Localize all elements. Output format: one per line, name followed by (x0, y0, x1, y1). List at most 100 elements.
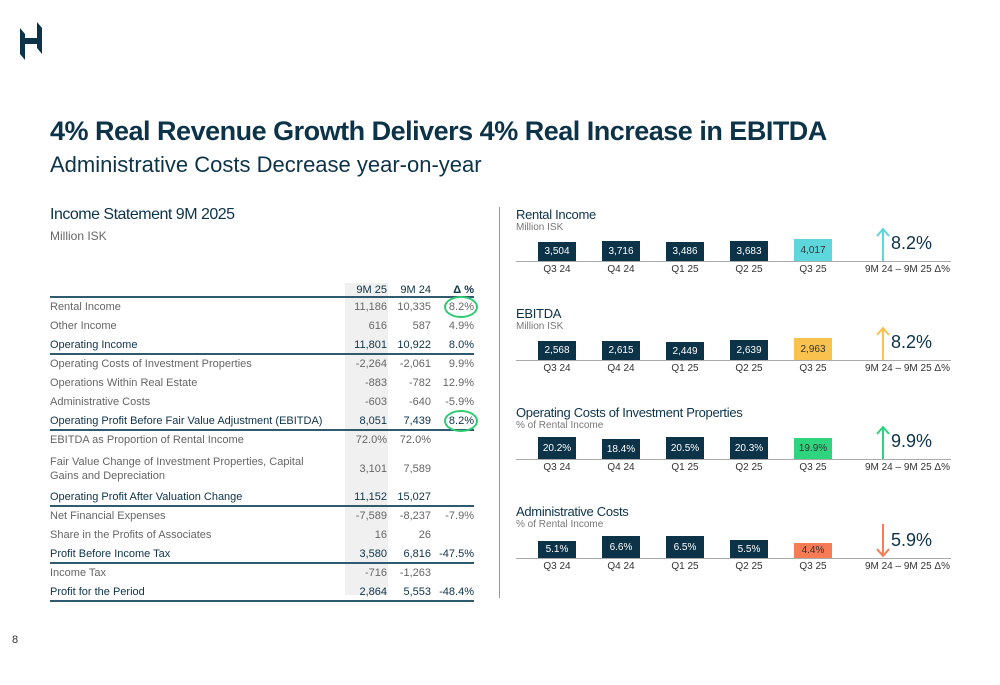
table-row: Net Financial Expenses -7,589 -8,237 -7.… (50, 507, 474, 526)
table-row: Income Tax -716 -1,263 (50, 564, 474, 583)
chart-unit: Million ISK (516, 222, 564, 233)
delta-text: 4.9% (448, 320, 474, 332)
category-label: Q3 24 (543, 264, 571, 275)
company-logo (20, 22, 42, 60)
income-statement-title: Income Statement 9M 2025 (50, 206, 235, 223)
delta-value: 9.9% (891, 431, 933, 451)
value-9m25: 8,051 (359, 414, 387, 427)
highlight-circle (444, 296, 478, 318)
delta-text: 9.9% (448, 358, 474, 370)
category-label: Q2 25 (735, 363, 763, 374)
table-row: Profit for the Period 2,864 5,553 -48.4% (50, 583, 474, 602)
value-9m25: 72.0% (355, 434, 387, 446)
delta-label: 9M 24 – 9M 25 Δ% (864, 462, 950, 473)
value-9m25: -716 (364, 567, 387, 579)
value-9m24: -640 (408, 396, 431, 408)
value-delta: 8.0% (431, 339, 474, 351)
bar-label: 2,568 (544, 345, 570, 356)
category-label: Q3 25 (799, 363, 827, 374)
bar-label: 20.5% (670, 442, 700, 454)
bar-label: 2,615 (608, 345, 634, 356)
chart-title: EBITDA (516, 306, 562, 321)
bar-label: 5.1% (545, 544, 569, 555)
value-9m25: 616 (368, 320, 387, 332)
page-number: 8 (12, 634, 19, 646)
bar: 2,568 (538, 341, 576, 360)
value-delta: 8.2% (431, 296, 478, 318)
value-delta: -7.9% (431, 510, 474, 522)
category-label: Q4 24 (607, 561, 635, 572)
row-label: Income Tax (50, 567, 107, 579)
bar: 18.4% (602, 439, 640, 459)
value-9m25: -603 (364, 396, 387, 408)
arrow-up-icon (876, 326, 890, 360)
category-label: Q1 25 (671, 561, 699, 572)
delta-value: 8.2% (891, 332, 933, 352)
bar: 19.9% (794, 438, 832, 459)
category-label: Q2 25 (735, 264, 763, 275)
bar: 4,017 (794, 239, 832, 261)
chart-baseline (516, 459, 951, 460)
category-label: Q3 25 (799, 561, 827, 572)
row-label: Operating Income (50, 338, 138, 351)
category-label: Q1 25 (671, 264, 699, 275)
kpi-bar-chart: Operating Costs of Investment Properties… (516, 405, 956, 495)
chart-title: Rental Income (516, 207, 596, 222)
value-9m24: 6,816 (403, 547, 431, 560)
row-label: Operating Costs of Investment Properties (50, 358, 252, 370)
table-header: 9M 25 9M 24 Δ % (50, 283, 474, 298)
category-label: Q3 24 (543, 561, 571, 572)
page-title: 4% Real Revenue Growth Delivers 4% Real … (50, 116, 827, 146)
delta-label: 9M 24 – 9M 25 Δ% (864, 363, 950, 374)
value-delta: -48.4% (431, 586, 474, 598)
value-9m24: 15,027 (397, 490, 431, 503)
delta-text: 12.9% (442, 377, 474, 389)
value-delta: 8.2% (431, 409, 478, 432)
value-9m25: -883 (364, 377, 387, 389)
category-label: Q3 24 (543, 363, 571, 374)
value-9m25: -2,264 (355, 358, 387, 370)
table-row: Profit Before Income Tax 3,580 6,816 -47… (50, 545, 474, 564)
table-row: Operating Costs of Investment Properties… (50, 355, 474, 374)
bar-label: 19.9% (798, 443, 828, 454)
bar-label: 20.3% (734, 442, 764, 454)
value-9m24: -1,263 (399, 567, 431, 579)
chart-unit: % of Rental Income (516, 519, 604, 530)
bar-label: 2,449 (672, 345, 698, 357)
delta-label: 9M 24 – 9M 25 Δ% (864, 264, 950, 275)
arrow-up-icon (876, 227, 890, 261)
value-9m25: 11,152 (354, 490, 387, 503)
chart-baseline (516, 261, 951, 262)
bar: 3,716 (602, 241, 640, 261)
row-label: Rental Income (50, 301, 121, 313)
arrow-up-icon (876, 425, 890, 459)
bar: 5.5% (730, 540, 768, 558)
table-row: Operating Profit After Valuation Change … (50, 488, 474, 507)
value-9m25: 3,580 (359, 547, 387, 560)
value-9m25: 16 (374, 529, 387, 541)
value-9m24: 5,553 (403, 585, 431, 598)
value-9m24: 7,439 (403, 414, 431, 427)
value-9m24: 587 (412, 320, 431, 332)
value-delta: 12.9% (431, 377, 474, 389)
chart-title: Operating Costs of Investment Properties (516, 405, 743, 420)
delta-text: 8.0% (448, 338, 474, 351)
value-9m24: -2,061 (399, 358, 431, 370)
value-9m24: 10,922 (397, 338, 431, 351)
section-divider (499, 207, 500, 598)
bar: 20.3% (730, 437, 768, 459)
value-9m24: 10,335 (397, 301, 431, 313)
bar: 2,639 (730, 340, 768, 360)
table-row: Operating Profit Before Fair Value Adjus… (50, 409, 478, 432)
delta-text: -7.9% (445, 510, 474, 522)
value-9m24: -782 (408, 377, 431, 389)
row-label: Profit for the Period (50, 585, 145, 598)
current-period-shading (345, 283, 388, 595)
kpi-bar-chart: Administrative Costs % of Rental Income … (516, 504, 956, 594)
bar: 5.1% (538, 541, 576, 558)
table-row: Other Income 616 587 4.9% (50, 317, 474, 336)
bar-label: 3,716 (608, 245, 634, 257)
income-statement-table: 9M 25 9M 24 Δ % Rental Income 11,186 10,… (50, 283, 478, 602)
bar: 2,449 (666, 342, 704, 360)
category-label: Q4 24 (607, 462, 635, 473)
